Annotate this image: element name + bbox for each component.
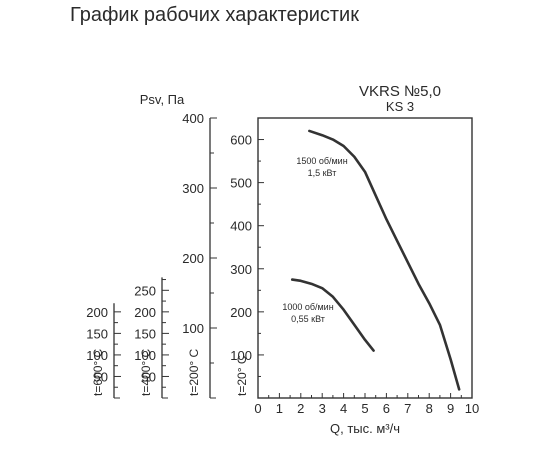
temperature-axis-3: 100 200 300 400 [182, 111, 217, 399]
y-tick-label: 300 [230, 262, 252, 277]
temperature-axis-tick-label: 150 [86, 326, 108, 341]
x-tick-label: 1 [276, 401, 283, 416]
x-axis-title: Q, тыс. м³/ч [330, 421, 400, 436]
chart-title: VKRS №5,0 [359, 83, 441, 100]
x-tick-label: 9 [447, 401, 454, 416]
temperature-axis-tick-label: 100 [86, 348, 108, 363]
y-tick-label: 100 [230, 348, 252, 363]
series-line-2 [290, 278, 375, 352]
x-tick-label: 7 [404, 401, 411, 416]
y-tick-label: 600 [230, 133, 252, 148]
temperature-axis-label: t=600° C [91, 349, 105, 396]
x-tick-label: 6 [383, 401, 390, 416]
temperature-axis-tick-label: 50 [94, 369, 108, 384]
temperature-axis-tick-label: 200 [86, 305, 108, 320]
temperature-axis-tick-label: 300 [182, 181, 204, 196]
temperature-axis-label: t=20° C [235, 355, 249, 396]
x-tick-label: 0 [254, 401, 261, 416]
y-tick-label: 500 [230, 176, 252, 191]
series-label-rpm: 1000 об/мин [282, 302, 333, 312]
series-label-rpm: 1500 об/мин [296, 156, 347, 166]
temperature-axis-label: t=200° C [187, 349, 201, 396]
temperature-axis-tick-label: 100 [182, 321, 204, 336]
plot-frame [257, 117, 473, 399]
temperature-axis-tick-label: 100 [134, 348, 156, 363]
temperature-axis-tick-label: 50 [142, 369, 156, 384]
temperature-axis-tick-label: 150 [134, 326, 156, 341]
series-line-1 [308, 129, 461, 391]
x-tick-label: 2 [297, 401, 304, 416]
temperature-axis-label: t=400° C [139, 349, 153, 396]
chart-subtitle: KS 3 [386, 99, 414, 114]
temperature-axis-tick-label: 200 [182, 251, 204, 266]
x-tick-label: 8 [426, 401, 433, 416]
temperature-axis-2: 50 100 150 200 250 [134, 277, 169, 399]
temperature-axis-1: 50 100 150 200 [86, 303, 121, 399]
temperature-axis-tick-label: 400 [182, 111, 204, 126]
x-tick-label: 5 [361, 401, 368, 416]
x-tick-label: 3 [319, 401, 326, 416]
temperature-axis-tick-label: 250 [134, 283, 156, 298]
series-label-power: 0,55 кВт [291, 314, 325, 324]
temperature-axis-tick-label: 200 [134, 305, 156, 320]
y-tick-label: 200 [230, 305, 252, 320]
y-tick-label: 400 [230, 219, 252, 234]
x-tick-label: 10 [465, 401, 479, 416]
y-axis-title: Psv, Па [140, 92, 185, 107]
page-title: График рабочих характеристик [70, 4, 359, 26]
x-tick-label: 4 [340, 401, 347, 416]
series-label-power: 1,5 кВт [308, 168, 337, 178]
